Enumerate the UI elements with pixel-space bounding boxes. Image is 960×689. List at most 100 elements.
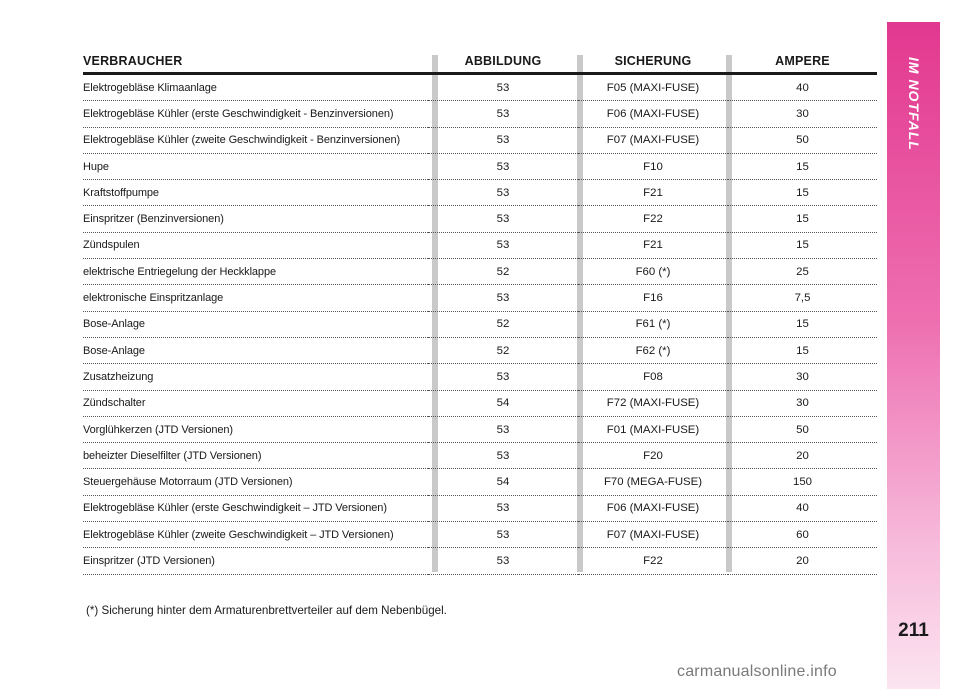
table-row: elektronische Einspritzanlage 53 F16 7,5	[83, 284, 877, 312]
cell-fuse: F16	[578, 284, 728, 312]
cell-amperes: 15	[728, 179, 877, 207]
cell-fuse: F72 (MAXI-FUSE)	[578, 390, 728, 417]
cell-consumer: Bose-Anlage	[83, 311, 428, 338]
cell-figure: 53	[428, 363, 578, 391]
cell-amperes: 15	[728, 205, 877, 233]
cell-figure: 52	[428, 337, 578, 365]
cell-amperes: 50	[728, 416, 877, 444]
sidebar: IM NOTFALL 211	[887, 22, 940, 689]
cell-figure: 53	[428, 547, 578, 575]
cell-figure: 54	[428, 390, 578, 417]
fuse-table: VERBRAUCHER ABBILDUNG SICHERUNG AMPERE E…	[83, 50, 877, 575]
cell-fuse: F62 (*)	[578, 337, 728, 365]
cell-consumer: Elektrogebläse Klimaanlage	[83, 73, 428, 102]
watermark: carmanualsonline.info	[677, 663, 837, 680]
cell-consumer: Zündspulen	[83, 232, 428, 260]
cell-consumer: Steuergehäuse Motorraum (JTD Versionen)	[83, 468, 428, 496]
cell-figure: 54	[428, 468, 578, 496]
table-row: Vorglühkerzen (JTD Versionen) 53 F01 (MAXI…	[83, 416, 877, 444]
cell-amperes: 7,5	[728, 284, 877, 312]
cell-amperes: 25	[728, 258, 877, 286]
cell-amperes: 15	[728, 232, 877, 260]
footnote: (*) Sicherung hinter dem Armaturenbrettv…	[86, 604, 447, 617]
cell-figure: 53	[428, 205, 578, 233]
table-row: Hupe 53 F10 15	[83, 153, 877, 181]
cell-fuse: F01 (MAXI-FUSE)	[578, 416, 728, 444]
table-row: Zündschalter 54 F72 (MAXI-FUSE) 30	[83, 390, 877, 417]
cell-fuse: F05 (MAXI-FUSE)	[578, 73, 728, 102]
cell-amperes: 50	[728, 127, 877, 154]
cell-amperes: 15	[728, 337, 877, 365]
cell-figure: 52	[428, 311, 578, 338]
cell-amperes: 30	[728, 100, 877, 128]
cell-consumer: elektronische Einspritzanlage	[83, 284, 428, 312]
cell-figure: 53	[428, 73, 578, 102]
table-body: Elektrogebläse Klimaanlage 53 F05 (MAXI-FU…	[83, 73, 877, 575]
cell-consumer: elektrische Entriegelung der Heckklappe	[83, 258, 428, 286]
cell-amperes: 15	[728, 153, 877, 181]
cell-fuse: F08	[578, 363, 728, 391]
table-row: Steuergehäuse Motorraum (JTD Versionen) 5…	[83, 468, 877, 496]
section-title: IM NOTFALL	[905, 57, 922, 151]
cell-fuse: F60 (*)	[578, 258, 728, 286]
table-row: Zündspulen 53 F21 15	[83, 232, 877, 260]
cell-figure: 53	[428, 127, 578, 154]
cell-figure: 53	[428, 153, 578, 181]
cell-amperes: 150	[728, 468, 877, 496]
cell-fuse: F70 (MEGA-FUSE)	[578, 468, 728, 496]
cell-amperes: 60	[728, 521, 877, 549]
table-row: Bose-Anlage 52 F62 (*) 15	[83, 337, 877, 365]
table-row: Elektrogebläse Kühler (zweite Geschwindi…	[83, 521, 877, 549]
cell-figure: 53	[428, 284, 578, 312]
cell-amperes: 30	[728, 390, 877, 417]
cell-figure: 53	[428, 179, 578, 207]
cell-fuse: F21	[578, 232, 728, 260]
cell-figure: 53	[428, 442, 578, 470]
cell-amperes: 30	[728, 363, 877, 391]
cell-consumer: beheizter Dieselfilter (JTD Versionen)	[83, 442, 428, 470]
cell-figure: 53	[428, 232, 578, 260]
cell-amperes: 40	[728, 495, 877, 523]
table-row: Einspritzer (Benzinversionen) 53 F22 15	[83, 205, 877, 233]
page-number: 211	[898, 620, 929, 641]
header-consumer: VERBRAUCHER	[83, 50, 428, 75]
cell-consumer: Einspritzer (JTD Versionen)	[83, 547, 428, 575]
cell-fuse: F07 (MAXI-FUSE)	[578, 127, 728, 154]
cell-figure: 53	[428, 521, 578, 549]
cell-consumer: Elektrogebläse Kühler (erste Geschwindig…	[83, 495, 428, 523]
cell-consumer: Kraftstoffpumpe	[83, 179, 428, 207]
cell-consumer: Vorglühkerzen (JTD Versionen)	[83, 416, 428, 444]
cell-fuse: F10	[578, 153, 728, 181]
table-row: Einspritzer (JTD Versionen) 53 F22 20	[83, 547, 877, 575]
header-amperes: AMPERE	[728, 50, 877, 75]
cell-consumer: Zusatzheizung	[83, 363, 428, 391]
cell-consumer: Elektrogebläse Kühler (erste Geschwindig…	[83, 100, 428, 128]
cell-figure: 52	[428, 258, 578, 286]
cell-fuse: F22	[578, 205, 728, 233]
cell-amperes: 20	[728, 547, 877, 575]
cell-fuse: F20	[578, 442, 728, 470]
cell-fuse: F22	[578, 547, 728, 575]
table-row: elektrische Entriegelung der Heckklappe 5…	[83, 258, 877, 286]
table-row: Bose-Anlage 52 F61 (*) 15	[83, 311, 877, 338]
table-header-row: VERBRAUCHER ABBILDUNG SICHERUNG AMPERE	[83, 50, 877, 75]
table-row: Zusatzheizung 53 F08 30	[83, 363, 877, 391]
cell-amperes: 20	[728, 442, 877, 470]
table-row: Elektrogebläse Klimaanlage 53 F05 (MAXI-FU…	[83, 73, 877, 102]
table-row: Elektrogebläse Kühler (erste Geschwindig…	[83, 495, 877, 523]
cell-figure: 53	[428, 100, 578, 128]
cell-consumer: Einspritzer (Benzinversionen)	[83, 205, 428, 233]
cell-consumer: Hupe	[83, 153, 428, 181]
table-row: beheizter Dieselfilter (JTD Versionen) 53…	[83, 442, 877, 470]
header-fuse: SICHERUNG	[578, 50, 728, 75]
cell-consumer: Elektrogebläse Kühler (zweite Geschwindi…	[83, 521, 428, 549]
table-row: Elektrogebläse Kühler (zweite Geschwindi…	[83, 127, 877, 154]
cell-figure: 53	[428, 495, 578, 523]
cell-fuse: F06 (MAXI-FUSE)	[578, 495, 728, 523]
table-row: Elektrogebläse Kühler (erste Geschwindig…	[83, 100, 877, 128]
cell-fuse: F07 (MAXI-FUSE)	[578, 521, 728, 549]
header-figure: ABBILDUNG	[428, 50, 578, 75]
cell-fuse: F06 (MAXI-FUSE)	[578, 100, 728, 128]
cell-figure: 53	[428, 416, 578, 444]
cell-amperes: 15	[728, 311, 877, 338]
